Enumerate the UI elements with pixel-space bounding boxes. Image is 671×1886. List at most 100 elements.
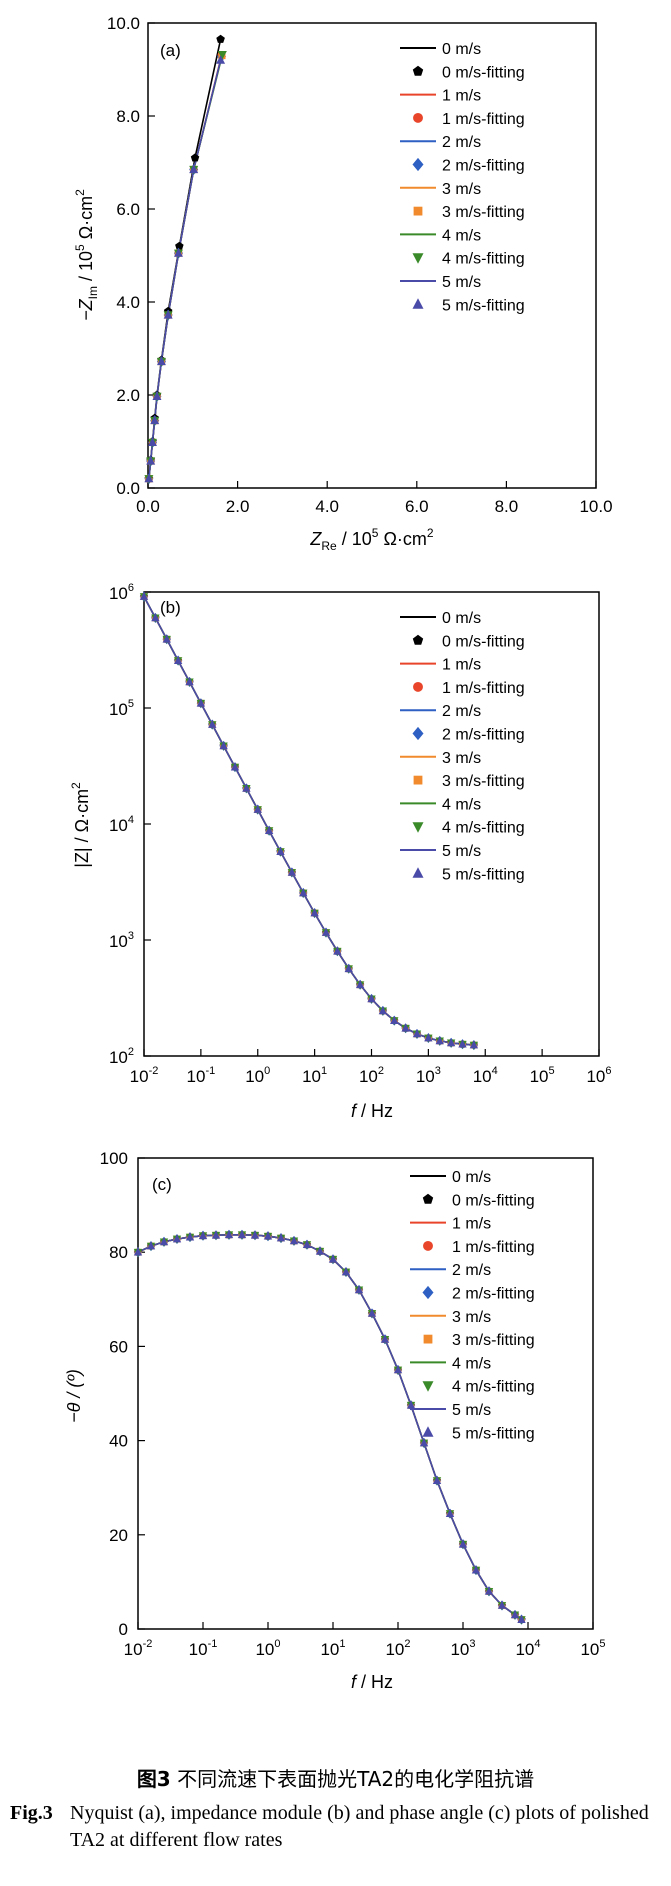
- tick-label: 102: [359, 1065, 384, 1086]
- legend-label: 4 m/s: [442, 796, 481, 813]
- tick-label: 10-1: [187, 1065, 216, 1086]
- legend-label: 4 m/s-fitting: [442, 251, 525, 268]
- x-axis-label: ZRe / 105 Ω·cm2: [309, 526, 434, 553]
- nyquist-plot: 0.0 2.0 4.0 6.0 8.0 10.0 0.02.04.06.08.010.0 …: [73, 14, 613, 553]
- x-ticks: 0.0 2.0 4.0 6.0 8.0 10.0: [136, 481, 613, 516]
- data-markers: [133, 1229, 526, 1625]
- plot-frame: [137, 1157, 594, 1630]
- tick-label: 10.0: [579, 497, 612, 516]
- data-markers: [144, 34, 227, 485]
- tick-label: 60: [109, 1337, 128, 1356]
- data-point: [432, 1476, 442, 1484]
- data-point: [424, 1033, 433, 1042]
- legend: 0 m/s 0 m/s-fitting 1 m/s 1 m/s-fitting 2 m/…: [400, 41, 525, 314]
- data-point: [139, 591, 149, 600]
- tick-label: 10-1: [189, 1638, 218, 1659]
- legend-label: 0 m/s: [442, 41, 481, 58]
- legend-label: 2 m/s: [442, 703, 481, 720]
- x-ticks: 10-2 10-1 100 101 102 103 104 105 106: [130, 1049, 612, 1086]
- legend-label: 5 m/s-fitting: [442, 297, 525, 314]
- data-point: [208, 719, 217, 728]
- tick-label: 40: [109, 1432, 128, 1451]
- caption-figure-label: Fig.3: [10, 1802, 53, 1824]
- legend-label: 0 m/s-fitting: [442, 64, 525, 81]
- data-point: [445, 1508, 455, 1517]
- data-point: [217, 51, 227, 60]
- caption-text: Nyquist (a), impedance module (b) and ph…: [70, 1802, 649, 1851]
- legend-label: 4 m/s-fitting: [442, 820, 525, 837]
- data-point: [354, 1285, 364, 1294]
- data-point: [189, 164, 199, 174]
- legend-label: 1 m/s-fitting: [442, 111, 525, 128]
- legend-label: 5 m/s-fitting: [442, 866, 525, 883]
- tick-label: 10.0: [107, 14, 140, 33]
- legend-marker-swatch: [413, 681, 423, 692]
- legend-label: 1 m/s: [452, 1216, 491, 1233]
- tick-label: 4.0: [116, 293, 140, 312]
- tick-label: 100: [245, 1065, 270, 1086]
- legend-marker-swatch: [412, 822, 424, 833]
- data-point: [299, 888, 308, 897]
- legend-label: 4 m/s-fitting: [452, 1379, 535, 1396]
- data-point: [469, 1040, 479, 1049]
- data-point: [321, 927, 331, 936]
- x-ticks: 10-2 10-1 100 101 102 103 104 105: [124, 1622, 606, 1659]
- y-ticks: 0 20 40 60 80 100: [100, 1149, 145, 1639]
- legend-marker-swatch: [412, 157, 424, 172]
- series-line: [148, 60, 222, 479]
- y-ticks: 102 103 104 105 106: [109, 582, 151, 1067]
- data-point: [458, 1539, 468, 1548]
- panel-label: (c): [152, 1175, 172, 1194]
- legend-marker-swatch: [422, 1381, 434, 1392]
- tick-label: 100: [100, 1149, 128, 1168]
- tick-label: 104: [109, 814, 134, 835]
- tick-label: 0: [119, 1620, 128, 1639]
- legend-label: 3 m/s: [442, 181, 481, 198]
- data-point: [175, 241, 184, 250]
- caption-english: Fig.3 Nyquist (a), impedance module (b) …: [10, 1800, 660, 1854]
- data-point: [302, 1240, 312, 1249]
- tick-label: 2.0: [226, 497, 250, 516]
- data-point: [237, 1230, 247, 1239]
- data-point: [393, 1365, 403, 1374]
- tick-label: 103: [416, 1065, 441, 1086]
- tick-label: 105: [530, 1065, 555, 1086]
- data-point: [242, 783, 251, 792]
- data-point: [173, 655, 183, 664]
- legend-label: 5 m/s: [452, 1402, 491, 1419]
- tick-label: 101: [302, 1065, 327, 1086]
- series-line: [148, 54, 224, 479]
- data-point: [344, 964, 353, 973]
- data-point: [315, 1246, 325, 1255]
- data-point: [150, 415, 160, 425]
- data-lines: [148, 39, 224, 479]
- data-point: [380, 1334, 390, 1343]
- plot-frame: [147, 22, 597, 489]
- tick-label: 106: [586, 1065, 611, 1086]
- data-point: [378, 1006, 388, 1015]
- tick-label: 0.0: [116, 479, 140, 498]
- data-point: [151, 613, 160, 622]
- data-point: [185, 1232, 195, 1241]
- phase-angle-plot: 10-2 10-1 100 101 102 103 104 105 020406080100 …: [64, 1149, 606, 1692]
- data-point: [253, 804, 262, 813]
- data-point: [484, 1586, 494, 1595]
- data-point: [435, 1036, 444, 1045]
- impedance-module-plot: 10-2 10-1 100 101 102 103 104 105 106 1021031041…: [69, 582, 612, 1121]
- data-point: [497, 1600, 507, 1609]
- data-point: [133, 1247, 143, 1256]
- data-point: [517, 1614, 526, 1623]
- tick-label: 80: [109, 1243, 128, 1262]
- data-point: [250, 1230, 260, 1239]
- legend-label: 5 m/s-fitting: [452, 1425, 535, 1442]
- legend-label: 1 m/s-fitting: [452, 1239, 535, 1256]
- tick-label: 105: [109, 698, 134, 719]
- legend-marker-swatch: [423, 1240, 433, 1251]
- data-point: [216, 34, 225, 43]
- tick-label: 6.0: [116, 200, 140, 219]
- legend-marker-swatch: [422, 1285, 434, 1300]
- caption-chinese: 图3 不同流速下表面抛光TA2的电化学阻抗谱: [136, 1767, 535, 1791]
- legend-marker-swatch: [422, 1193, 434, 1204]
- legend-label: 0 m/s: [442, 610, 481, 627]
- legend-label: 2 m/s-fitting: [442, 158, 525, 175]
